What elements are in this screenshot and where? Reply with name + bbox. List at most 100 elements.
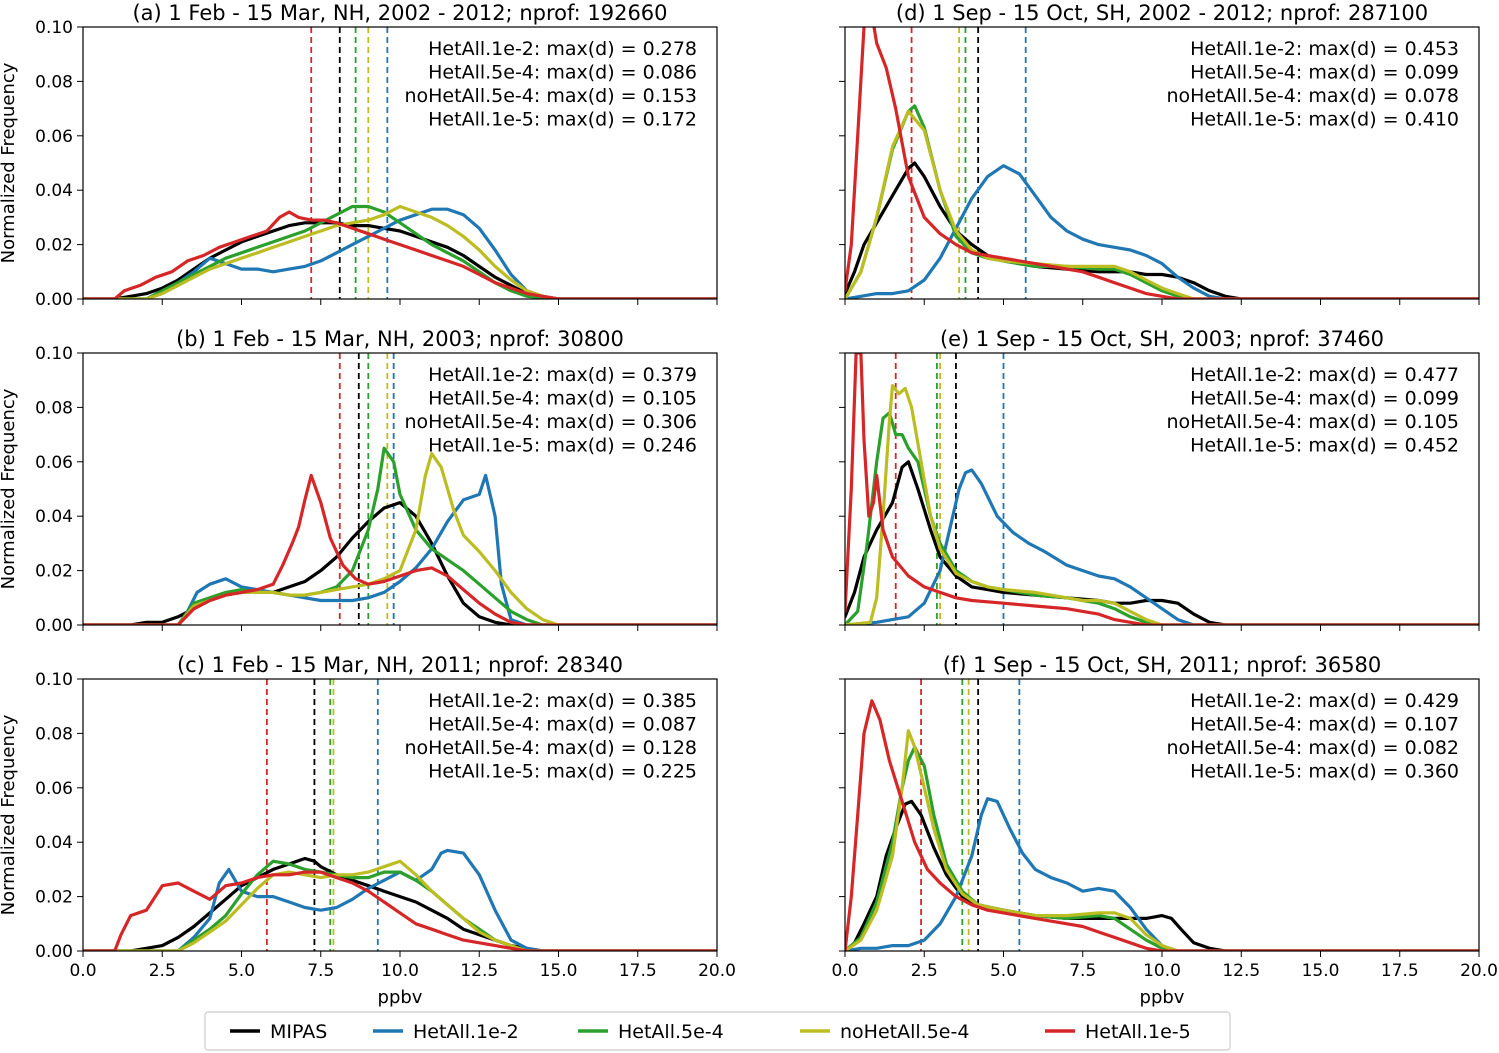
axes-frame — [844, 678, 1480, 952]
annotation-text: HetAll.5e-4: max(d) = 0.086 — [428, 62, 697, 84]
annotation-text: HetAll.1e-5: max(d) = 0.452 — [1190, 435, 1459, 457]
series-line — [83, 856, 717, 951]
chart-panel: (c) 1 Feb - 15 Mar, NH, 2011; nprof: 283… — [0, 653, 736, 1008]
y-tick-label: 0.04 — [35, 181, 73, 201]
y-tick-label: 0.00 — [35, 616, 73, 636]
series-line — [845, 468, 1479, 625]
x-tick-label: 15.0 — [1302, 961, 1340, 981]
x-tick-label: 20.0 — [698, 961, 736, 981]
y-tick-label: 0.08 — [35, 398, 73, 418]
x-tick-label: 2.5 — [911, 961, 938, 981]
y-tick-label: 0.02 — [35, 888, 73, 908]
series-line — [845, 729, 1479, 951]
x-tick-label: 17.5 — [1381, 961, 1419, 981]
plot-area — [845, 353, 1479, 625]
chart-title: (c) 1 Feb - 15 Mar, NH, 2011; nprof: 283… — [177, 653, 623, 677]
legend-label: HetAll.1e-5 — [1085, 1021, 1191, 1043]
x-tick-label: 15.0 — [540, 961, 578, 981]
chart-panel: (d) 1 Sep - 15 Oct, SH, 2002 - 2012; npr… — [839, 1, 1480, 305]
legend-label: noHetAll.5e-4 — [840, 1021, 969, 1043]
x-tick-label: 5.0 — [990, 961, 1017, 981]
x-tick-label: 2.5 — [149, 961, 176, 981]
chart-panel: (e) 1 Sep - 15 Oct, SH, 2003; nprof: 374… — [839, 327, 1480, 631]
series-line — [83, 870, 717, 951]
y-axis-label: Normalized Frequency — [0, 388, 19, 589]
series-line — [83, 204, 717, 299]
x-axis-label: ppbv — [378, 987, 423, 1008]
x-tick-label: 7.5 — [307, 961, 334, 981]
series-line — [845, 353, 1479, 625]
plot-area — [845, 27, 1479, 299]
series-line — [845, 384, 1479, 625]
x-tick-label: 5.0 — [228, 961, 255, 981]
y-tick-label: 0.02 — [35, 562, 73, 582]
x-tick-label: 0.0 — [831, 961, 858, 981]
x-axis-label: ppbv — [1140, 987, 1185, 1008]
y-tick-label: 0.06 — [35, 127, 73, 147]
plot-area — [83, 353, 717, 625]
series-line — [83, 446, 717, 625]
y-tick-label: 0.06 — [35, 779, 73, 799]
annotation-text: HetAll.1e-2: max(d) = 0.385 — [428, 690, 697, 712]
x-tick-label: 7.5 — [1069, 961, 1096, 981]
axes-frame — [82, 352, 718, 626]
series-line — [83, 859, 717, 951]
x-tick-label: 20.0 — [1460, 961, 1498, 981]
annotation-text: HetAll.1e-2: max(d) = 0.477 — [1190, 364, 1459, 386]
chart-title: (f) 1 Sep - 15 Oct, SH, 2011; nprof: 365… — [943, 653, 1382, 677]
annotation-text: HetAll.1e-5: max(d) = 0.360 — [1190, 761, 1459, 783]
x-tick-label: 0.0 — [69, 961, 96, 981]
annotation-text: HetAll.5e-4: max(d) = 0.105 — [428, 388, 697, 410]
y-tick-label: 0.04 — [35, 833, 73, 853]
x-tick-label: 10.0 — [1143, 961, 1181, 981]
series-line — [83, 207, 717, 299]
chart-title: (a) 1 Feb - 15 Mar, NH, 2002 - 2012; npr… — [132, 1, 667, 25]
axes-frame — [844, 352, 1480, 626]
annotation-text: noHetAll.5e-4: max(d) = 0.082 — [1166, 737, 1459, 759]
series-line — [845, 164, 1479, 299]
series-line — [83, 501, 717, 625]
legend-label: HetAll.1e-2 — [413, 1021, 519, 1043]
annotation-text: HetAll.1e-2: max(d) = 0.278 — [428, 38, 697, 60]
legend-label: HetAll.5e-4 — [618, 1021, 724, 1043]
annotation-text: HetAll.1e-5: max(d) = 0.246 — [428, 435, 697, 457]
annotation-text: HetAll.5e-4: max(d) = 0.099 — [1190, 388, 1459, 410]
plot-area — [83, 27, 717, 299]
y-tick-label: 0.06 — [35, 453, 73, 473]
chart-panel: (f) 1 Sep - 15 Oct, SH, 2011; nprof: 365… — [831, 653, 1497, 1008]
annotation-text: HetAll.1e-5: max(d) = 0.225 — [428, 761, 697, 783]
annotation-text: noHetAll.5e-4: max(d) = 0.306 — [404, 411, 697, 433]
annotation-text: HetAll.1e-2: max(d) = 0.453 — [1190, 38, 1459, 60]
x-tick-label: 12.5 — [1222, 961, 1260, 981]
x-tick-label: 17.5 — [619, 961, 657, 981]
series-line — [83, 210, 717, 299]
chart-title: (e) 1 Sep - 15 Oct, SH, 2003; nprof: 374… — [940, 327, 1384, 351]
series-line — [845, 797, 1479, 951]
y-tick-label: 0.08 — [35, 72, 73, 92]
y-tick-label: 0.10 — [35, 670, 73, 690]
y-tick-label: 0.10 — [35, 344, 73, 364]
series-line — [845, 699, 1479, 951]
series-line — [83, 848, 717, 951]
axes-frame — [844, 26, 1480, 300]
annotation-text: noHetAll.5e-4: max(d) = 0.105 — [1166, 411, 1459, 433]
chart-panel: (b) 1 Feb - 15 Mar, NH, 2003; nprof: 308… — [0, 327, 718, 636]
legend: MIPAS HetAll.1e-2 HetAll.5e-4 noHetAll.5e-4… — [204, 1011, 1231, 1051]
legend-label: MIPAS — [270, 1021, 327, 1043]
annotation-text: noHetAll.5e-4: max(d) = 0.153 — [404, 85, 697, 107]
y-axis-label: Normalized Frequency — [0, 714, 19, 915]
annotation-text: HetAll.1e-2: max(d) = 0.379 — [428, 364, 697, 386]
annotation-text: noHetAll.5e-4: max(d) = 0.078 — [1166, 85, 1459, 107]
axes-frame — [82, 26, 718, 300]
axes-frame — [82, 678, 718, 952]
series-line — [83, 473, 717, 625]
annotation-text: HetAll.5e-4: max(d) = 0.087 — [428, 714, 697, 736]
chart-title: (d) 1 Sep - 15 Oct, SH, 2002 - 2012; npr… — [896, 1, 1428, 25]
legend-frame — [204, 1011, 1231, 1051]
annotation-text: HetAll.5e-4: max(d) = 0.099 — [1190, 62, 1459, 84]
annotation-text: HetAll.1e-5: max(d) = 0.410 — [1190, 109, 1459, 131]
annotation-text: HetAll.1e-2: max(d) = 0.429 — [1190, 690, 1459, 712]
y-tick-label: 0.00 — [35, 942, 73, 962]
